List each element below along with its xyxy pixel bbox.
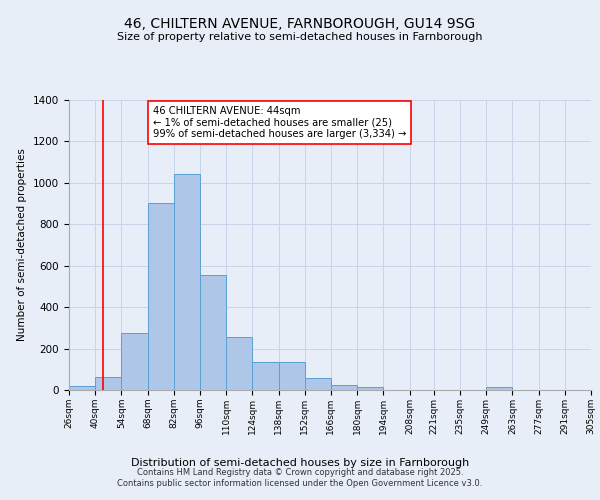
Text: 46, CHILTERN AVENUE, FARNBOROUGH, GU14 9SG: 46, CHILTERN AVENUE, FARNBOROUGH, GU14 9… <box>124 18 476 32</box>
Y-axis label: Number of semi-detached properties: Number of semi-detached properties <box>17 148 28 342</box>
Bar <box>200 275 226 390</box>
Bar <box>148 202 174 390</box>
Bar <box>278 362 305 390</box>
Bar <box>305 378 331 390</box>
Bar <box>69 386 95 390</box>
Bar <box>95 376 121 390</box>
Text: 46 CHILTERN AVENUE: 44sqm
← 1% of semi-detached houses are smaller (25)
99% of s: 46 CHILTERN AVENUE: 44sqm ← 1% of semi-d… <box>152 106 406 139</box>
Bar <box>121 333 148 390</box>
Bar <box>357 387 383 390</box>
Text: Size of property relative to semi-detached houses in Farnborough: Size of property relative to semi-detach… <box>117 32 483 42</box>
Bar <box>486 388 512 390</box>
Text: Distribution of semi-detached houses by size in Farnborough: Distribution of semi-detached houses by … <box>131 458 469 468</box>
Bar <box>226 337 253 390</box>
Bar <box>174 174 200 390</box>
Text: Contains HM Land Registry data © Crown copyright and database right 2025.
Contai: Contains HM Land Registry data © Crown c… <box>118 468 482 487</box>
Bar <box>253 362 278 390</box>
Bar <box>331 385 357 390</box>
